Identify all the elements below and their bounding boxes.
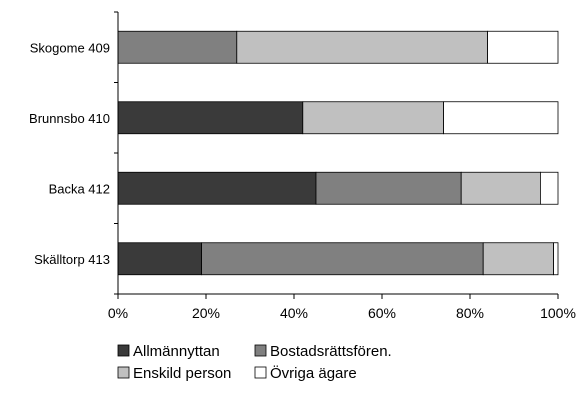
x-tick-label: 20% [192, 305, 220, 321]
bar-skogome-409-bostadsrattsforen [117, 30, 238, 64]
x-tick-label: 80% [456, 305, 484, 321]
bar-backa-412-allmannyttan [117, 171, 317, 205]
bar-brunnsbo-410-allmannyttan [117, 101, 304, 135]
bar-brunnsbo-410-enskild-person [302, 101, 444, 135]
legend-label-enskild-person: Enskild person [133, 365, 231, 382]
bar-backa-412-bostadsrattsforen [315, 171, 462, 205]
legend-label-allmannyttan: Allmännyttan [133, 343, 220, 360]
bar-skalltorp-413-bostadsrattsforen [201, 242, 484, 276]
legend-swatch-ovriga-agare [254, 366, 267, 379]
bars-layer [117, 30, 559, 276]
legend-label-bostadsrattsforen: Bostadsrättsfören. [270, 343, 392, 360]
category-label: Skogome 409 [30, 40, 110, 55]
bar-brunnsbo-410-ovriga-agare [443, 101, 559, 135]
x-tick-label: 0% [108, 305, 128, 321]
x-tick-label: 60% [368, 305, 396, 321]
category-label: Brunnsbo 410 [29, 111, 110, 126]
legend-label-ovriga-agare: Övriga ägare [270, 364, 357, 382]
axis-layer [114, 11, 559, 299]
labels-layer: Skogome 409 Brunnsbo 410 Backa 412 Skälltor… [29, 40, 576, 321]
legend: Allmännyttan Bostadsrättsfören. Enskild pe… [117, 343, 392, 382]
x-tick-label: 40% [280, 305, 308, 321]
category-label: Backa 412 [49, 181, 110, 196]
category-label: Skälltorp 413 [34, 252, 110, 267]
legend-swatch-enskild-person [117, 366, 130, 379]
bar-skalltorp-413-allmannyttan [117, 242, 202, 276]
bar-backa-412-enskild-person [460, 171, 541, 205]
bar-skogome-409-ovriga-agare [487, 30, 559, 64]
bar-skalltorp-413-enskild-person [482, 242, 555, 276]
bar-skalltorp-413-ovriga-agare [553, 242, 559, 276]
bar-skogome-409-enskild-person [236, 30, 489, 64]
legend-swatch-allmannyttan [117, 344, 130, 357]
x-tick-label: 100% [540, 305, 576, 321]
legend-swatch-bostadsrattsforen [254, 344, 267, 357]
bar-backa-412-ovriga-agare [540, 171, 559, 205]
